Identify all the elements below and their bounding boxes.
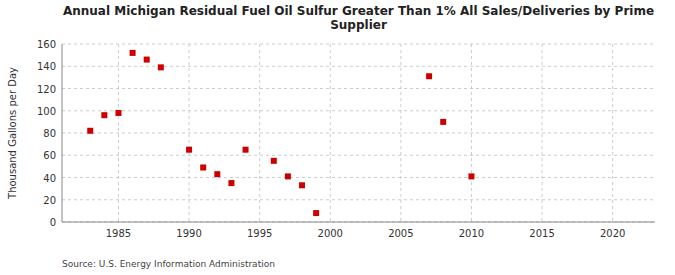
point xyxy=(87,128,93,134)
point xyxy=(144,57,150,63)
point xyxy=(313,210,319,216)
x-tick-label: 2010 xyxy=(459,228,484,239)
point xyxy=(285,173,291,179)
y-grid-line xyxy=(62,177,655,178)
x-grid-line xyxy=(612,44,613,222)
point xyxy=(243,147,249,153)
y-tick-label: 120 xyxy=(37,84,56,95)
x-grid-line xyxy=(189,44,190,222)
y-grid-line xyxy=(62,88,655,89)
x-tick-label: 1990 xyxy=(176,228,201,239)
title: Annual Michigan Residual Fuel Oil Sulfur… xyxy=(63,4,654,32)
grid xyxy=(62,44,655,222)
x-tick-label: 1995 xyxy=(247,228,272,239)
y-grid-line xyxy=(62,44,655,45)
y-tick-label: 0 xyxy=(50,217,56,228)
point xyxy=(158,64,164,70)
x-grid-line xyxy=(118,44,119,222)
point xyxy=(115,110,121,116)
point xyxy=(200,164,206,170)
x-grid-line xyxy=(400,44,401,222)
x-grid-line xyxy=(259,44,260,222)
point xyxy=(130,50,136,56)
y-tick-label: 20 xyxy=(43,195,56,206)
point xyxy=(468,173,474,179)
point xyxy=(228,180,234,186)
y-axis-label: Thousand Gallons per Day xyxy=(7,67,18,200)
point xyxy=(299,182,305,188)
y-tick-label: 40 xyxy=(43,173,56,184)
y-grid-line xyxy=(62,66,655,67)
y-tick-label: 140 xyxy=(37,61,56,72)
source-annotation: Source: U.S. Energy Information Administ… xyxy=(62,259,275,269)
y-grid-line xyxy=(62,222,655,223)
y-grid-line xyxy=(62,199,655,200)
point xyxy=(186,147,192,153)
y-axis-line xyxy=(62,44,63,222)
point xyxy=(214,171,220,177)
x-tick-label: 2000 xyxy=(318,228,343,239)
x-tick-label: 2015 xyxy=(529,228,554,239)
y-tick-label: 60 xyxy=(43,150,56,161)
chart: Annual Michigan Residual Fuel Oil Sulfur… xyxy=(0,0,675,275)
x-tick-label: 1985 xyxy=(106,228,131,239)
x-tick-label: 2005 xyxy=(388,228,413,239)
x-grid-line xyxy=(330,44,331,222)
x-axis-line xyxy=(62,222,655,223)
y-grid-line xyxy=(62,155,655,156)
x-tick-label: 2020 xyxy=(600,228,625,239)
point xyxy=(101,112,107,118)
y-tick-label: 80 xyxy=(43,128,56,139)
y-grid-line xyxy=(62,133,655,134)
x-grid-line xyxy=(542,44,543,222)
point xyxy=(440,119,446,125)
point xyxy=(426,73,432,79)
y-tick-label: 160 xyxy=(37,39,56,50)
y-grid-line xyxy=(62,110,655,111)
point xyxy=(271,158,277,164)
x-grid-line xyxy=(471,44,472,222)
y-tick-label: 100 xyxy=(37,106,56,117)
points xyxy=(87,50,474,216)
